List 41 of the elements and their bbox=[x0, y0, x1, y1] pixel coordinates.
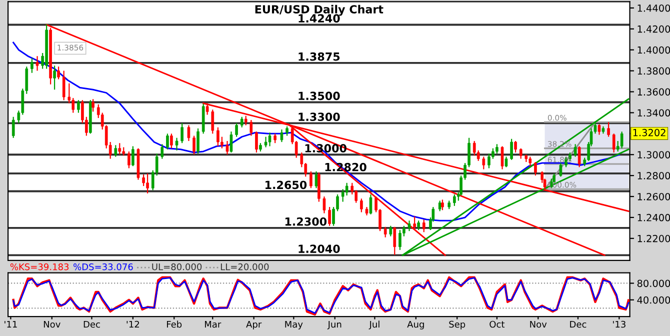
legend-label: UL=80.000 bbox=[152, 263, 202, 270]
y-tick-label: 1.3400 bbox=[638, 109, 670, 117]
ref-line-label: 1.2650 bbox=[266, 180, 307, 190]
x-tick-label: Oct bbox=[490, 320, 505, 328]
x-tick-label: Jun bbox=[327, 320, 342, 330]
x-tick-label: '13 bbox=[613, 320, 626, 328]
y-tick-label: 80.000 bbox=[637, 280, 670, 288]
x-tick-label: Nov bbox=[530, 320, 547, 328]
annotation: 1.3202 bbox=[633, 128, 666, 136]
y-tick-label: 1.2400 bbox=[638, 214, 670, 222]
x-tick-label: '12 bbox=[126, 320, 140, 328]
y-tick-label: 1.4000 bbox=[638, 46, 670, 54]
x-tick-label: Jul bbox=[368, 320, 380, 330]
y-tick-label: 1.4200 bbox=[638, 25, 670, 33]
legend-label: LL=20.000 bbox=[220, 263, 269, 270]
x-tick-label: Aug bbox=[407, 320, 424, 330]
y-tick-label: 40.000 bbox=[637, 296, 670, 304]
ref-line-label: 1.3500 bbox=[298, 92, 340, 100]
y-tick-label: 1.2600 bbox=[638, 192, 670, 200]
y-tick-label: 1.4400 bbox=[638, 4, 670, 12]
ref-line-label: 1.4240 bbox=[298, 14, 340, 23]
y-tick-label: 1.3600 bbox=[638, 88, 670, 96]
ref-line-label: 1.3875 bbox=[298, 52, 340, 61]
ref-line-label: 1.3300 bbox=[298, 112, 340, 122]
x-tick-label: Feb bbox=[167, 320, 182, 328]
x-tick-label: Nov bbox=[44, 320, 60, 328]
y-tick-label: 1.3800 bbox=[638, 67, 670, 75]
x-tick-label: Dec bbox=[570, 320, 586, 328]
x-tick-label: '11 bbox=[4, 320, 17, 328]
x-tick-label: May bbox=[285, 320, 303, 330]
x-tick-label: Mar bbox=[205, 320, 222, 328]
text: %DS=33.076 bbox=[74, 263, 133, 270]
x-tick-label: Apr bbox=[246, 320, 262, 330]
y-tick-label: 1.2200 bbox=[638, 234, 670, 242]
x-tick-label: Sep bbox=[449, 320, 466, 330]
x-tick-label: Dec bbox=[84, 320, 100, 328]
series-label: %KS=39.183 bbox=[10, 263, 69, 270]
y-tick-label: 1.3000 bbox=[638, 151, 670, 158]
ref-line-label: 1.2040 bbox=[298, 244, 340, 254]
y-tick-label: 1.2800 bbox=[638, 172, 670, 180]
ref-line-label: 1.2300 bbox=[285, 217, 327, 226]
